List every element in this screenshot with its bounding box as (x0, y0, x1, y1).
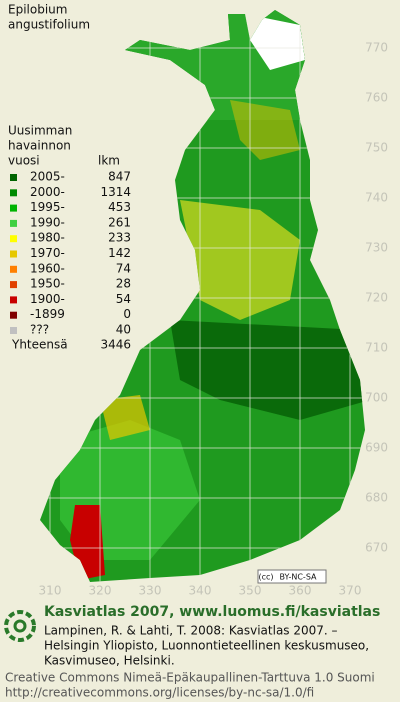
badge-text: BY-NC-SA (279, 573, 317, 582)
title-line: angustifolium (8, 18, 90, 32)
legend-label: 1970- (30, 246, 65, 260)
legend-heading: Uusimman (8, 124, 72, 138)
site-link[interactable]: Kasviatlas 2007, www.luomus.fi/kasviatla… (44, 604, 380, 620)
legend-heading: havainnon (8, 139, 71, 153)
legend-count: 261 (108, 215, 131, 229)
x-tick-label: 350 (239, 584, 262, 598)
legend-label: 1950- (30, 277, 65, 291)
legend-swatch (10, 265, 17, 273)
title-line: Epilobium (8, 3, 67, 17)
legend-swatch (10, 174, 17, 181)
y-tick-label: 760 (365, 91, 388, 105)
y-tick-label: 730 (365, 241, 388, 255)
map-patch-yellow (100, 395, 150, 440)
citation-line: Lampinen, R. & Lahti, T. 2008: Kasviatla… (44, 624, 338, 638)
y-tick-label: 720 (365, 291, 388, 305)
y-tick-label: 700 (365, 391, 388, 405)
badge-cc: (cc) (258, 573, 273, 582)
legend-count: 0 (123, 307, 131, 321)
legend-swatch (10, 327, 17, 334)
legend-label: 1960- (30, 261, 65, 275)
legend-swatch (10, 281, 17, 289)
legend-swatch (10, 219, 17, 227)
x-tick-label: 310 (39, 584, 62, 598)
y-tick-label: 690 (365, 441, 388, 455)
x-tick-label: 330 (139, 584, 162, 598)
legend-swatch (10, 204, 17, 212)
legend-label: 1900- (30, 292, 65, 306)
logo-core (13, 619, 27, 633)
badge-box (257, 569, 327, 584)
legend-count: 233 (108, 231, 131, 245)
legend-label: 1995- (30, 200, 65, 214)
y-tick-label: 770 (365, 41, 388, 55)
map-patch-yellow (230, 100, 300, 160)
x-tick-label: 320 (89, 584, 112, 598)
y-tick-label: 750 (365, 141, 388, 155)
legend-label: -1899 (30, 307, 65, 321)
legend-swatch (10, 235, 17, 243)
legend-swatch (10, 250, 17, 258)
legend-swatch (10, 311, 17, 319)
legend-count: 1314 (100, 185, 131, 199)
x-tick-label: 340 (189, 584, 212, 598)
legend-label: 2005- (30, 170, 65, 184)
y-tick-label: 740 (365, 191, 388, 205)
citation-line: Helsingin Yliopisto, Luonnontieteellinen… (44, 639, 369, 653)
legend-label: ??? (30, 323, 49, 337)
legend-total-label: Yhteensä (11, 338, 68, 352)
legend-count: 40 (116, 323, 131, 337)
license-line[interactable]: http://creativecommons.org/licenses/by-n… (5, 686, 314, 700)
logo-ring (4, 610, 36, 642)
legend-col-year: vuosi (8, 154, 40, 168)
legend-label: 1990- (30, 215, 65, 229)
legend-label: 1980- (30, 231, 65, 245)
legend-count: 453 (108, 200, 131, 214)
license-line: Creative Commons Nimeä-Epäkaupallinen-Ta… (5, 671, 375, 685)
legend-count: 74 (116, 261, 131, 275)
license-badge: (cc) BY-NC-SA (257, 569, 327, 584)
legend-swatch (10, 189, 17, 197)
legend-col-count: lkm (98, 154, 120, 168)
x-tick-label: 360 (289, 584, 312, 598)
logo (4, 610, 36, 642)
map-patch-dark (170, 320, 365, 420)
legend-total: 3446 (100, 338, 131, 352)
legend-count: 847 (108, 170, 131, 184)
y-tick-label: 680 (365, 491, 388, 505)
legend-count: 54 (116, 292, 131, 306)
map-patch-yellow (180, 200, 300, 320)
y-tick-label: 670 (365, 541, 388, 555)
legend-label: 2000- (30, 185, 65, 199)
legend-count: 142 (108, 246, 131, 260)
map-empty-area (245, 14, 305, 70)
y-tick-label: 710 (365, 341, 388, 355)
legend-swatch (10, 296, 17, 304)
citation-line: Kasvimuseo, Helsinki. (44, 654, 175, 668)
x-tick-label: 370 (339, 584, 362, 598)
legend-count: 28 (116, 277, 131, 291)
